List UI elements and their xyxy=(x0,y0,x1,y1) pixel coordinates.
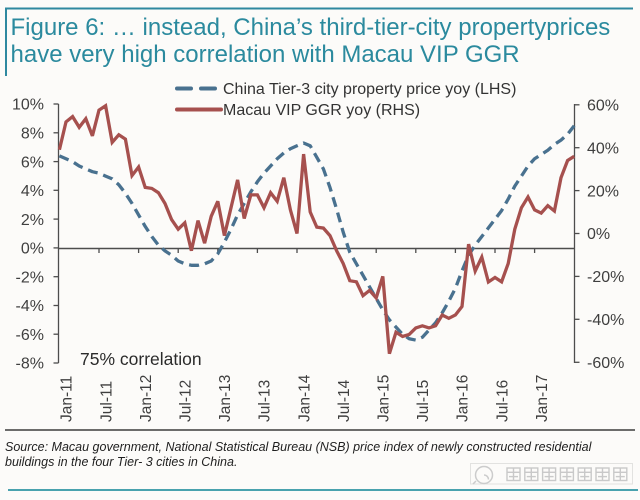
svg-text:Jan-16: Jan-16 xyxy=(455,375,472,422)
svg-text:20%: 20% xyxy=(587,183,619,200)
svg-text:0%: 0% xyxy=(587,226,610,243)
svg-text:-20%: -20% xyxy=(587,269,624,286)
svg-text:6%: 6% xyxy=(21,154,44,171)
svg-text:Jul-14: Jul-14 xyxy=(336,379,353,422)
svg-text:Jan-13: Jan-13 xyxy=(217,375,234,422)
svg-text:buildings in the four Tier- 3: buildings in the four Tier- 3 cities in … xyxy=(5,455,237,469)
svg-text:-8%: -8% xyxy=(16,356,44,373)
svg-text:60%: 60% xyxy=(587,98,619,115)
svg-text:Jan-15: Jan-15 xyxy=(376,375,393,422)
svg-text:-60%: -60% xyxy=(587,355,624,372)
svg-text:Jul-11: Jul-11 xyxy=(98,381,115,422)
svg-text:-4%: -4% xyxy=(16,298,44,315)
svg-text:Jan-17: Jan-17 xyxy=(534,375,551,422)
svg-text:Figure 6: … instead, China’s t: Figure 6: … instead, China’s third-tier-… xyxy=(11,14,611,41)
svg-text:2%: 2% xyxy=(21,212,44,229)
svg-text:-40%: -40% xyxy=(587,312,624,329)
svg-text:40%: 40% xyxy=(587,140,619,157)
svg-text:Jan-11: Jan-11 xyxy=(59,376,76,422)
svg-text:Macau VIP GGR yoy (RHS): Macau VIP GGR yoy (RHS) xyxy=(223,102,420,119)
svg-text:10%: 10% xyxy=(12,97,44,114)
svg-text:-6%: -6% xyxy=(16,327,44,344)
svg-text:have very high correlation wit: have very high correlation with Macau VI… xyxy=(11,41,520,68)
svg-text:Jul-16: Jul-16 xyxy=(494,380,511,422)
svg-text:4%: 4% xyxy=(21,183,44,200)
svg-text:-2%: -2% xyxy=(16,269,44,286)
svg-text:Source: Macau government, Nati: Source: Macau government, National Stati… xyxy=(5,440,593,454)
svg-text:Jul-15: Jul-15 xyxy=(415,380,432,422)
svg-text:Jan-12: Jan-12 xyxy=(138,375,155,422)
svg-text:China Tier-3 city property pri: China Tier-3 city property price yoy (LH… xyxy=(223,81,516,98)
svg-text:Jul-13: Jul-13 xyxy=(257,380,274,422)
svg-text:Jan-14: Jan-14 xyxy=(296,374,313,422)
svg-text:Jul-12: Jul-12 xyxy=(178,380,195,422)
svg-text:8%: 8% xyxy=(21,126,44,143)
svg-text:0%: 0% xyxy=(21,241,44,258)
svg-text:75% correlation: 75% correlation xyxy=(80,349,202,369)
